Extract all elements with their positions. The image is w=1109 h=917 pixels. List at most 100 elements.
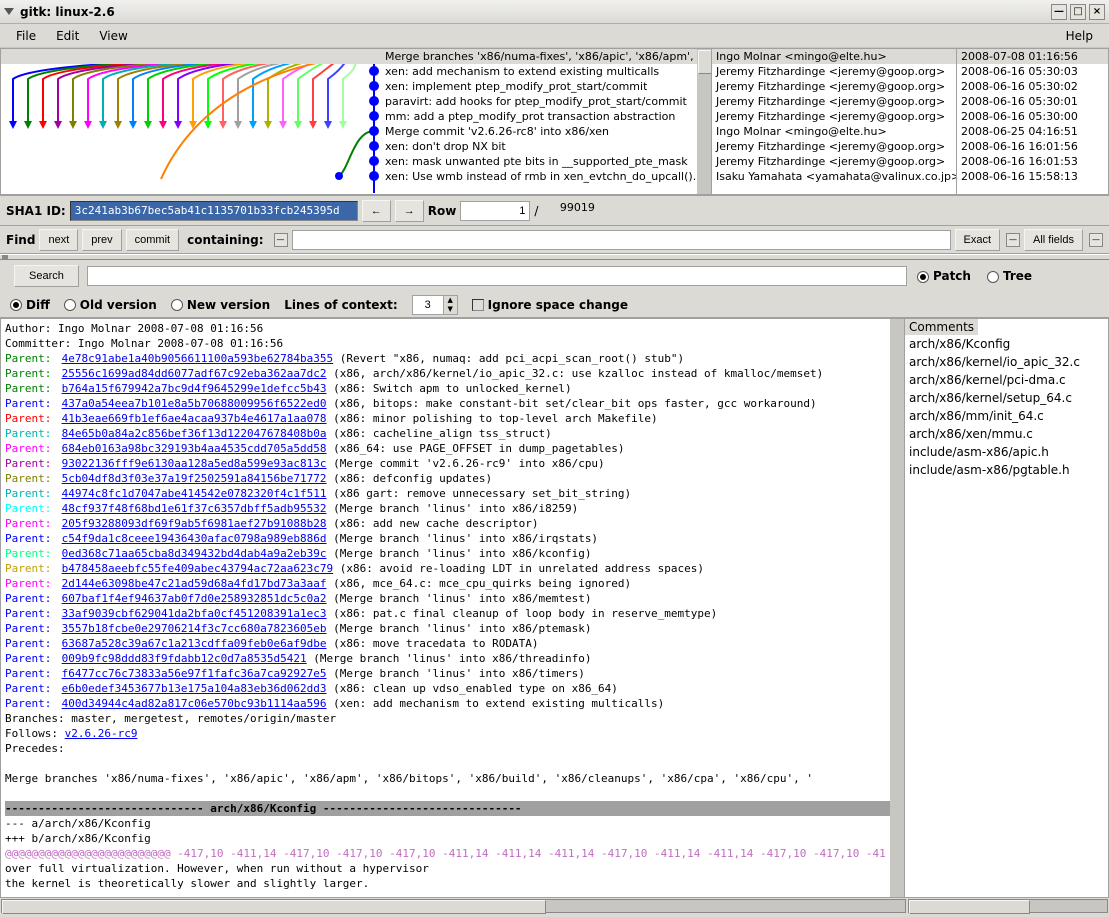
author-cell[interactable]: Jeremy Fitzhardinge <jeremy@goop.org>: [712, 94, 956, 109]
find-input[interactable]: [292, 230, 951, 250]
graph-scrollbar[interactable]: [697, 49, 711, 194]
parent-sha-link[interactable]: 607baf1f4ef94637ab0f7d0e258932851dc5c0a2: [62, 592, 327, 605]
file-list-item[interactable]: arch/x86/kernel/pci-dma.c: [905, 371, 1108, 389]
diff-hscrollbar[interactable]: [1, 899, 906, 913]
diff-scrollbar[interactable]: [890, 319, 904, 897]
author-cell[interactable]: Jeremy Fitzhardinge <jeremy@goop.org>: [712, 109, 956, 124]
author-cell[interactable]: Jeremy Fitzhardinge <jeremy@goop.org>: [712, 79, 956, 94]
author-cell[interactable]: Jeremy Fitzhardinge <jeremy@goop.org>: [712, 154, 956, 169]
spin-down-icon[interactable]: ▼: [443, 305, 457, 314]
parent-sha-link[interactable]: e6b0edef3453677b13e175a104a83eb36d062dd3: [62, 682, 327, 695]
file-list-item[interactable]: include/asm-x86/apic.h: [905, 443, 1108, 461]
find-prev-button[interactable]: prev: [82, 229, 121, 251]
parent-sha-link[interactable]: 3557b18fcbe0e29706214f3c7cc680a7823605eb: [62, 622, 327, 635]
date-cell[interactable]: 2008-06-16 16:01:53: [957, 154, 1108, 169]
parent-sha-link[interactable]: c54f9da1c8ceee19436430afac0798a989eb886d: [62, 532, 327, 545]
commit-row[interactable]: xen: implement ptep_modify_prot_start/co…: [1, 79, 711, 94]
nav-forward-button[interactable]: →: [395, 200, 424, 222]
author-pane[interactable]: Ingo Molnar <mingo@elte.hu>Jeremy Fitzha…: [712, 48, 957, 195]
parent-sha-link[interactable]: b764a15f679942a7bc9d4f9645299e1defcc5b43: [62, 382, 327, 395]
parent-sha-link[interactable]: 48cf937f48f68bd1e61f37c6357dbff5adb95532: [62, 502, 327, 515]
commit-row[interactable]: xen: don't drop NX bit: [1, 139, 711, 154]
parent-sha-link[interactable]: 437a0a54eea7b101e8a5b70688009956f6522ed0: [62, 397, 327, 410]
find-allfields-button[interactable]: All fields: [1024, 229, 1083, 251]
follows-link[interactable]: v2.6.26-rc9: [65, 727, 138, 740]
parent-sha-link[interactable]: 84e65b0a84a2c856bef36f13d122047678408b0a: [62, 427, 327, 440]
date-cell[interactable]: 2008-06-16 16:01:56: [957, 139, 1108, 154]
date-cell[interactable]: 2008-06-16 15:58:13: [957, 169, 1108, 184]
pane-separator[interactable]: [0, 254, 1109, 260]
containing-dropdown-icon[interactable]: —: [274, 233, 288, 247]
commit-row[interactable]: paravirt: add hooks for ptep_modify_prot…: [1, 94, 711, 109]
search-button[interactable]: Search: [14, 265, 79, 287]
allfields-dropdown-icon[interactable]: —: [1089, 233, 1103, 247]
find-next-button[interactable]: next: [39, 229, 78, 251]
commit-graph-pane[interactable]: Merge branches 'x86/numa-fixes', 'x86/ap…: [0, 48, 712, 195]
commit-row[interactable]: Merge branches 'x86/numa-fixes', 'x86/ap…: [1, 49, 711, 64]
file-list-item[interactable]: arch/x86/Kconfig: [905, 335, 1108, 353]
exact-dropdown-icon[interactable]: —: [1006, 233, 1020, 247]
commit-row[interactable]: xen: mask unwanted pte bits in __support…: [1, 154, 711, 169]
date-cell[interactable]: 2008-07-08 01:16:56: [957, 49, 1108, 64]
lines-of-context-spinner[interactable]: ▲▼: [412, 295, 458, 315]
parent-sha-link[interactable]: 400d34944c4ad82a817c06e570bc93b1114aa596: [62, 697, 327, 710]
diff-pane[interactable]: Author: Ingo Molnar 2008-07-08 01:16:56C…: [0, 318, 905, 898]
parent-sha-link[interactable]: 25556c1699ad84dd6077adf67c92eba362aa7dc2: [62, 367, 327, 380]
parent-sha-link[interactable]: f6477cc76c73833a56e97f1fafc36a7ca92927e5: [62, 667, 327, 680]
author-cell[interactable]: Ingo Molnar <mingo@elte.hu>: [712, 49, 956, 64]
find-commit-button[interactable]: commit: [126, 229, 179, 251]
date-cell[interactable]: 2008-06-16 05:30:01: [957, 94, 1108, 109]
parent-sha-link[interactable]: 2d144e63098be47c21ad59d68a4fd17bd73a3aaf: [62, 577, 327, 590]
file-list-item[interactable]: arch/x86/mm/init_64.c: [905, 407, 1108, 425]
minimize-button[interactable]: —: [1051, 4, 1067, 20]
menu-file[interactable]: File: [6, 26, 46, 46]
parent-sha-link[interactable]: 44974c8fc1d7047abe414542e0782320f4c1f511: [62, 487, 327, 500]
search-input[interactable]: [87, 266, 907, 286]
parent-sha-link[interactable]: 63687a528c39a67c1a213cdffa09feb0e6af9dbe: [62, 637, 327, 650]
author-cell[interactable]: Ingo Molnar <mingo@elte.hu>: [712, 124, 956, 139]
parent-sha-link[interactable]: 4e78c91abe1a40b9056611100a593be62784ba35…: [62, 352, 334, 365]
author-cell[interactable]: Jeremy Fitzhardinge <jeremy@goop.org>: [712, 64, 956, 79]
file-list-item[interactable]: include/asm-x86/pgtable.h: [905, 461, 1108, 479]
menu-view[interactable]: View: [89, 26, 137, 46]
ignore-space-checkbox[interactable]: Ignore space change: [472, 298, 628, 312]
commit-row[interactable]: xen: add mechanism to extend existing mu…: [1, 64, 711, 79]
date-cell[interactable]: 2008-06-16 05:30:02: [957, 79, 1108, 94]
menu-help[interactable]: Help: [1056, 26, 1103, 46]
lines-of-context-input[interactable]: [413, 296, 443, 314]
file-list-pane[interactable]: Comments arch/x86/Kconfigarch/x86/kernel…: [905, 318, 1109, 898]
commit-row[interactable]: mm: add a ptep_modify_prot transaction a…: [1, 109, 711, 124]
author-cell[interactable]: Isaku Yamahata <yamahata@valinux.co.jp>: [712, 169, 956, 184]
window-menu-icon[interactable]: [4, 8, 14, 15]
file-list-item[interactable]: arch/x86/xen/mmu.c: [905, 425, 1108, 443]
parent-sha-link[interactable]: 009b9fc98ddd83f9fdabb12c0d7a8535d5421: [62, 652, 307, 665]
author-cell[interactable]: Jeremy Fitzhardinge <jeremy@goop.org>: [712, 139, 956, 154]
newversion-radio[interactable]: New version: [171, 298, 270, 312]
date-cell[interactable]: 2008-06-16 05:30:00: [957, 109, 1108, 124]
find-exact-button[interactable]: Exact: [955, 229, 1001, 251]
parent-sha-link[interactable]: b478458aeebfc55fe409abec43794ac72aa623c7…: [62, 562, 334, 575]
parent-sha-link[interactable]: 93022136fff9e6130aa128a5ed8a599e93ac813c: [62, 457, 327, 470]
file-list-item[interactable]: arch/x86/kernel/io_apic_32.c: [905, 353, 1108, 371]
spin-up-icon[interactable]: ▲: [443, 296, 457, 305]
parent-sha-link[interactable]: 684eb0163a98bc329193b4aa4535cdd705a5dd58: [62, 442, 327, 455]
oldversion-radio[interactable]: Old version: [64, 298, 157, 312]
sha-input[interactable]: [70, 201, 358, 221]
maximize-button[interactable]: □: [1070, 4, 1086, 20]
menu-edit[interactable]: Edit: [46, 26, 89, 46]
parent-sha-link[interactable]: 33af9039cbf629041da2bfa0cf451208391a1ec3: [62, 607, 327, 620]
nav-back-button[interactable]: ←: [362, 200, 391, 222]
date-pane[interactable]: 2008-07-08 01:16:562008-06-16 05:30:0320…: [957, 48, 1109, 195]
patch-radio[interactable]: Patch: [917, 269, 971, 283]
parent-sha-link[interactable]: 0ed368c71aa65cba8d349432bd4dab4a9a2eb39c: [62, 547, 327, 560]
parent-sha-link[interactable]: 5cb04df8d3f03e37a19f2502591a84156be71772: [62, 472, 327, 485]
tree-radio[interactable]: Tree: [987, 269, 1032, 283]
close-button[interactable]: ×: [1089, 4, 1105, 20]
commit-row[interactable]: xen: Use wmb instead of rmb in xen_evtch…: [1, 169, 711, 184]
files-hscrollbar[interactable]: [908, 899, 1108, 913]
parent-sha-link[interactable]: 41b3eae669fb1ef6ae4acaa937b4e4617a1aa078: [62, 412, 327, 425]
parent-sha-link[interactable]: 205f93288093df69f9ab5f6981aef27b91088b28: [62, 517, 327, 530]
commit-row[interactable]: Merge commit 'v2.6.26-rc8' into x86/xen: [1, 124, 711, 139]
date-cell[interactable]: 2008-06-25 04:16:51: [957, 124, 1108, 139]
file-list-item[interactable]: arch/x86/kernel/setup_64.c: [905, 389, 1108, 407]
